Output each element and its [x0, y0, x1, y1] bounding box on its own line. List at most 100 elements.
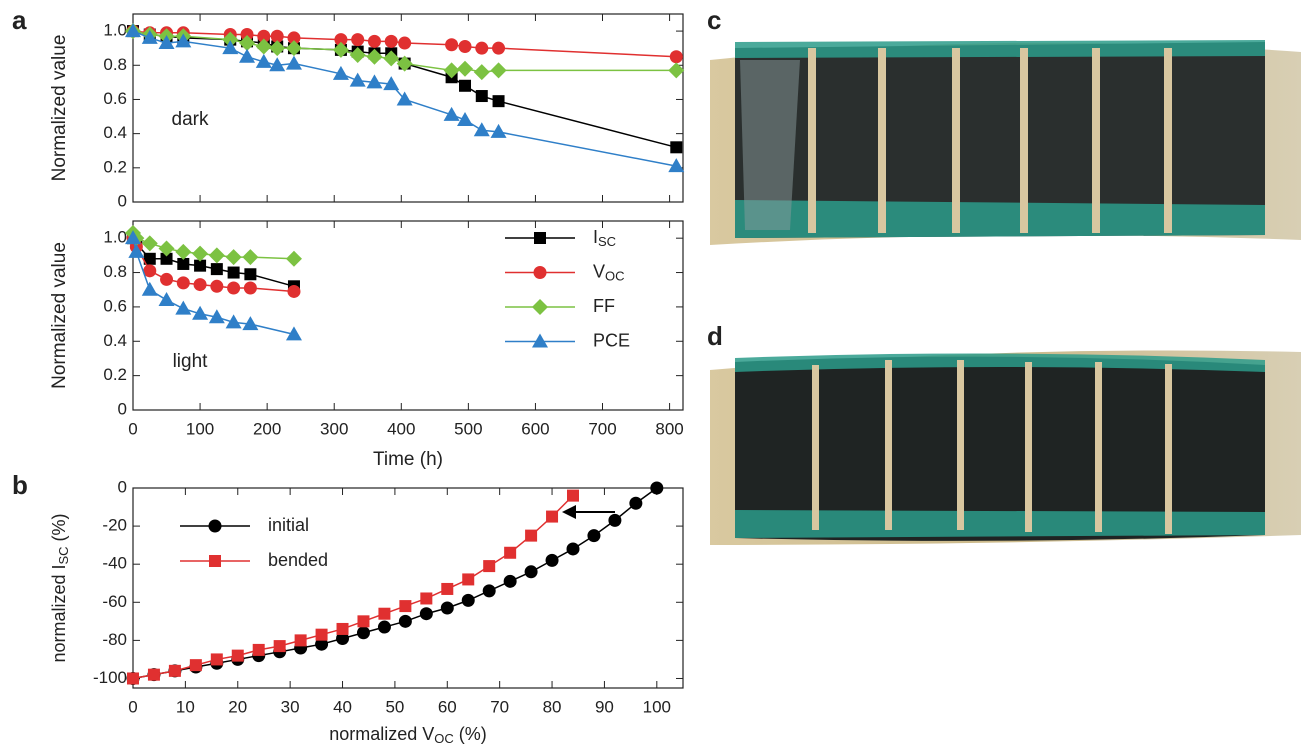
marker — [158, 292, 175, 307]
marker — [239, 35, 256, 52]
marker — [143, 252, 156, 265]
marker — [222, 31, 239, 48]
plot-frame — [132, 13, 684, 203]
marker — [445, 38, 459, 52]
series-line — [132, 232, 295, 260]
marker — [239, 48, 256, 63]
marker — [443, 62, 460, 79]
series-line — [132, 495, 574, 680]
marker — [287, 284, 301, 298]
marker — [285, 250, 302, 267]
x-tick-label: 400 — [387, 419, 415, 438]
marker — [225, 314, 242, 329]
y-tick-label: -40 — [102, 554, 127, 573]
marker — [650, 481, 664, 495]
x-tick-label: 90 — [595, 697, 614, 716]
marker — [629, 496, 643, 510]
x-tick-label: 700 — [588, 419, 616, 438]
plot-frame — [132, 220, 684, 411]
series — [125, 23, 685, 173]
y-tick-label: 0 — [118, 399, 127, 418]
y-axis-label: Normalized value — [49, 242, 70, 389]
marker — [168, 664, 181, 677]
text-part: OC — [605, 269, 625, 284]
legend-label: ISC — [593, 227, 616, 250]
legend-label: initial — [268, 515, 309, 535]
marker — [285, 40, 302, 57]
marker — [669, 50, 683, 64]
marker — [396, 91, 413, 106]
x-tick-label: 600 — [521, 419, 549, 438]
marker — [336, 622, 349, 635]
marker — [147, 668, 160, 681]
marker — [210, 653, 223, 666]
text-part: I — [593, 227, 598, 247]
y-tick-label: 0.8 — [103, 55, 127, 74]
marker — [567, 489, 579, 502]
marker — [231, 649, 244, 662]
y-tick-label: 0 — [118, 191, 127, 210]
marker — [366, 48, 383, 65]
marker — [457, 60, 474, 77]
x-tick-label: 80 — [543, 697, 562, 716]
marker — [210, 279, 224, 293]
marker — [175, 33, 192, 48]
marker — [670, 141, 683, 154]
series — [125, 23, 685, 81]
marker — [441, 582, 454, 595]
marker — [377, 620, 391, 634]
marker — [160, 252, 173, 265]
marker — [193, 278, 207, 292]
marker — [383, 76, 400, 91]
text-part: OC — [434, 731, 454, 746]
marker — [177, 257, 190, 270]
x-axis-label: Time (h) — [373, 449, 443, 470]
marker — [490, 62, 507, 79]
marker — [482, 584, 496, 598]
marker — [141, 235, 158, 252]
text-part: V — [593, 261, 605, 281]
marker — [462, 573, 475, 586]
text-part: (%) — [454, 724, 487, 744]
marker — [475, 41, 489, 55]
legend-marker — [532, 333, 548, 348]
marker — [225, 249, 242, 266]
marker — [473, 122, 490, 137]
x-tick-label: 800 — [655, 419, 683, 438]
marker — [440, 601, 454, 615]
y-tick-label: 0.2 — [103, 365, 127, 384]
marker — [243, 281, 257, 295]
x-tick-label: 500 — [454, 419, 482, 438]
marker — [608, 513, 622, 527]
marker — [384, 34, 398, 48]
marker — [141, 281, 158, 296]
marker — [545, 553, 559, 567]
x-tick-label: 300 — [320, 419, 348, 438]
legend-label: FF — [593, 296, 615, 316]
marker — [125, 230, 141, 245]
marker — [285, 55, 302, 70]
legend-marker — [208, 519, 222, 533]
y-tick-label: 0.4 — [103, 331, 127, 350]
series-line — [132, 487, 658, 680]
marker — [160, 272, 174, 286]
y-axis-label: Normalized value — [49, 35, 70, 182]
series — [125, 225, 302, 267]
series-line — [132, 237, 295, 293]
marker — [525, 529, 538, 542]
marker — [252, 643, 265, 656]
marker — [546, 510, 559, 523]
marker — [475, 90, 488, 103]
marker — [461, 593, 475, 607]
marker — [287, 31, 301, 45]
y-tick-label: 0.8 — [103, 262, 127, 281]
panel-label: d — [707, 321, 723, 351]
x-tick-label: 200 — [253, 419, 281, 438]
marker — [227, 281, 241, 295]
axis-label: normalized VOC (%) — [329, 724, 487, 747]
y-tick-label: 0.6 — [103, 296, 127, 315]
legend-marker — [533, 266, 547, 279]
panel-label: c — [707, 5, 721, 35]
marker — [336, 631, 350, 645]
